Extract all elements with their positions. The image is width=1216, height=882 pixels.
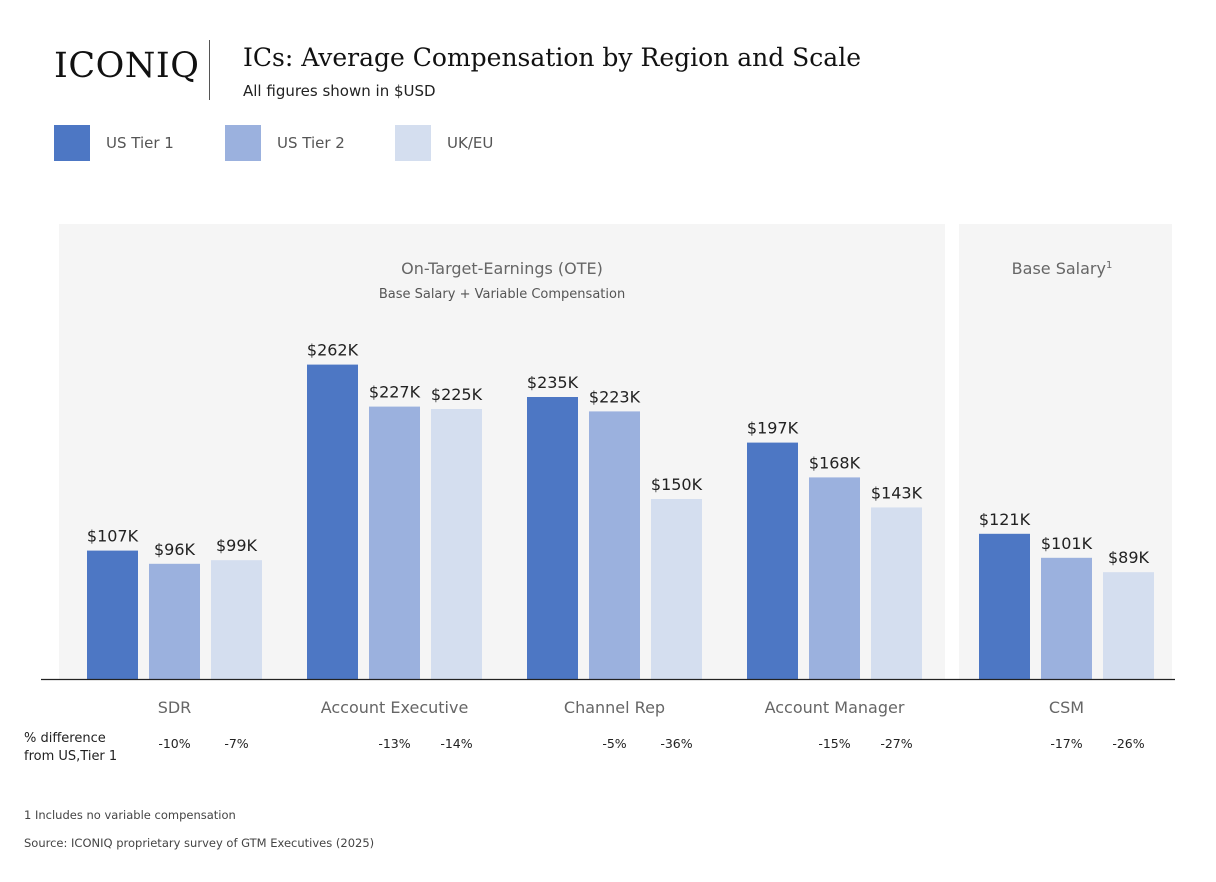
footnote-1: 1 Includes no variable compensation [24, 808, 236, 822]
data-label: $150K [651, 475, 703, 494]
data-label: $99K [216, 536, 258, 555]
pct-diff-uk-eu: -14% [440, 736, 472, 751]
legend-swatch-us-tier-2 [225, 125, 261, 161]
header-divider [209, 40, 210, 100]
bar-account-executive-us-tier-1 [307, 364, 358, 679]
data-label: $96K [154, 540, 196, 559]
bar-csm-uk-eu [1103, 572, 1154, 679]
category-label-account-executive: Account Executive [321, 698, 469, 717]
bar-account-executive-uk-eu [431, 409, 482, 679]
pct-difference-label-line2: from US,Tier 1 [24, 749, 118, 764]
ote-panel-title: On-Target-Earnings (OTE) [401, 259, 603, 278]
data-label: $223K [589, 387, 641, 406]
bar-channel-rep-uk-eu [651, 499, 702, 679]
pct-diff-us-tier-2: -15% [818, 736, 850, 751]
bar-sdr-us-tier-2 [149, 563, 200, 679]
pct-diff-us-tier-2: -10% [158, 736, 190, 751]
data-label: $107K [87, 527, 139, 546]
legend-swatch-uk-eu [395, 125, 431, 161]
pct-difference-label: % difference from US,Tier 1 [24, 730, 117, 766]
pct-diff-uk-eu: -27% [880, 736, 912, 751]
pct-difference-label-line1: % difference [24, 731, 106, 746]
bar-csm-us-tier-2 [1041, 557, 1092, 679]
legend-swatch-us-tier-1 [54, 125, 90, 161]
legend-label: UK/EU [447, 134, 494, 152]
source-note: Source: ICONIQ proprietary survey of GTM… [24, 836, 375, 850]
legend-item-uk-eu: UK/EU [395, 125, 493, 161]
ote-panel-subtitle: Base Salary + Variable Compensation [379, 287, 625, 302]
bar-csm-us-tier-1 [979, 533, 1030, 679]
pct-diff-us-tier-2: -17% [1050, 736, 1082, 751]
data-label: $168K [809, 453, 861, 472]
legend-label: US Tier 1 [106, 134, 174, 152]
pct-diff-us-tier-2: -13% [378, 736, 410, 751]
data-label: $101K [1041, 534, 1093, 553]
legend-item-us-tier-1: US Tier 1 [54, 125, 174, 161]
pct-diff-uk-eu: -7% [224, 736, 248, 751]
pct-diff-uk-eu: -26% [1112, 736, 1144, 751]
category-label-csm: CSM [1049, 698, 1084, 717]
data-label: $235K [527, 373, 579, 392]
bar-channel-rep-us-tier-1 [527, 397, 578, 679]
pct-diff-us-tier-2: -5% [602, 736, 626, 751]
bar-account-executive-us-tier-2 [369, 406, 420, 679]
iconiq-logo: ICONIQ [54, 46, 200, 86]
data-label: $121K [979, 510, 1031, 529]
base-salary-panel-title: Base Salary1 [1012, 259, 1113, 278]
bar-sdr-us-tier-1 [87, 550, 138, 679]
chart-title: ICs: Average Compensation by Region and … [243, 43, 861, 72]
category-label-account-manager: Account Manager [765, 698, 905, 717]
legend-label: US Tier 2 [277, 134, 345, 152]
bars-group: $107K $96K $99K SDR -10% -7% $262K $227K $225K Ac… [87, 341, 1154, 751]
bar-channel-rep-us-tier-2 [589, 411, 640, 679]
footnote-superscript: 1 [1106, 260, 1112, 271]
legend-item-us-tier-2: US Tier 2 [225, 125, 345, 161]
bar-account-manager-uk-eu [871, 507, 922, 679]
bar-sdr-uk-eu [211, 560, 262, 679]
data-label: $225K [431, 385, 483, 404]
base-salary-title-text: Base Salary [1012, 259, 1106, 278]
data-label: $197K [747, 419, 799, 438]
chart-subtitle: All figures shown in $USD [243, 82, 436, 100]
bar-account-manager-us-tier-2 [809, 477, 860, 679]
data-label: $89K [1108, 548, 1150, 567]
data-label: $143K [871, 483, 923, 502]
bar-account-manager-us-tier-1 [747, 442, 798, 679]
data-label: $262K [307, 341, 359, 360]
pct-diff-uk-eu: -36% [660, 736, 692, 751]
data-label: $227K [369, 383, 421, 402]
category-label-sdr: SDR [158, 698, 192, 717]
category-label-channel-rep: Channel Rep [564, 698, 665, 717]
